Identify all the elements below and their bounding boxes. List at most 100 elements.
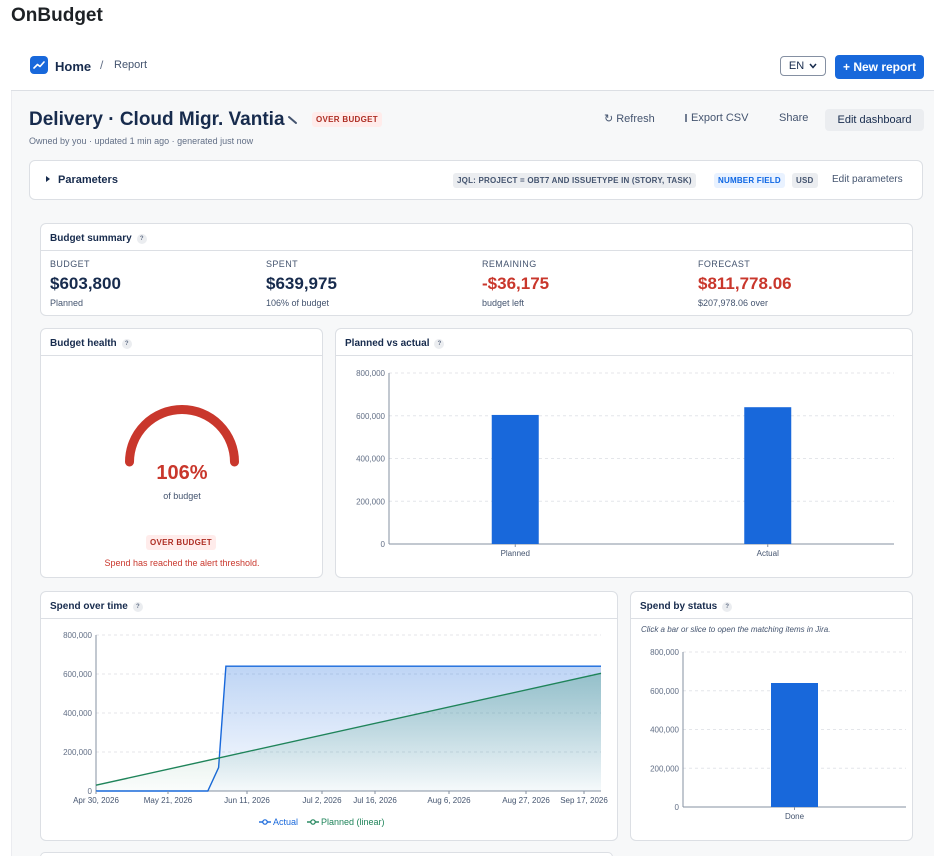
card-header: Spend over time ? bbox=[41, 592, 617, 619]
kpi-value: $639,975 bbox=[266, 274, 337, 293]
kpi-value: $811,778.06 bbox=[698, 274, 792, 293]
spend-over-time-card: Spend over time ? 0 200,000 400,000 600,000… bbox=[40, 591, 618, 841]
share-button[interactable]: Share bbox=[779, 112, 808, 124]
help-icon[interactable]: ? bbox=[434, 338, 445, 349]
y-tick-label: 0 bbox=[88, 787, 93, 796]
language-select[interactable]: EN bbox=[780, 56, 826, 76]
y-tick-label: 0 bbox=[381, 540, 386, 549]
chevron-down-icon bbox=[809, 63, 817, 69]
x-tick-label: May 21, 2026 bbox=[144, 796, 193, 805]
parameters-panel: Parameters JQL: PROJECT = OBT7 AND ISSUE… bbox=[29, 160, 923, 200]
series-area-1 bbox=[96, 673, 601, 791]
y-tick-label: 600,000 bbox=[63, 670, 92, 679]
legend-label: Actual bbox=[273, 817, 298, 827]
y-tick-label: 200,000 bbox=[650, 764, 679, 773]
y-tick-label: 400,000 bbox=[63, 709, 92, 718]
currency-chip: USD bbox=[792, 173, 818, 188]
help-icon[interactable]: ? bbox=[121, 338, 132, 349]
kpi-label: SPENT bbox=[266, 259, 299, 269]
y-tick-label: 600,000 bbox=[356, 412, 385, 421]
status-badge: OVER BUDGET bbox=[312, 112, 382, 127]
dashboard-title: Delivery · Cloud Migr. Vantia bbox=[29, 109, 285, 130]
y-tick-label: 800,000 bbox=[63, 631, 92, 640]
language-value: EN bbox=[788, 60, 805, 72]
kpi-forecast: FORECAST $811,778.06 $207,978.06 over bbox=[698, 259, 792, 308]
card-header: Budget health ? bbox=[41, 329, 322, 356]
new-report-button[interactable]: + New report bbox=[835, 55, 924, 79]
kpi-budget: BUDGET $603,800 Planned bbox=[50, 259, 121, 308]
app-logo-icon[interactable] bbox=[30, 56, 48, 74]
next-card-edge bbox=[40, 852, 613, 856]
planned-vs-actual-card: Planned vs actual ? 0 200,000 400,000 600,0… bbox=[335, 328, 913, 578]
kpi-value: $603,800 bbox=[50, 274, 121, 293]
card-header: Budget summary ? bbox=[41, 224, 912, 251]
help-icon[interactable]: ? bbox=[136, 233, 147, 244]
y-tick-label: 800,000 bbox=[650, 648, 679, 657]
x-tick-label: Apr 30, 2026 bbox=[73, 796, 119, 805]
series-line-1 bbox=[95, 672, 602, 786]
y-tick-label: 200,000 bbox=[356, 497, 385, 506]
card-header: Planned vs actual ? bbox=[336, 329, 912, 356]
app-title: OnBudget bbox=[11, 5, 103, 26]
x-tick-label: Planned bbox=[501, 549, 530, 558]
kpi-value: -$36,175 bbox=[482, 274, 550, 293]
y-tick-label: 400,000 bbox=[650, 726, 679, 735]
card-header: Spend by status ? bbox=[631, 592, 912, 619]
card-title: Planned vs actual bbox=[345, 338, 430, 349]
gauge-caption: of budget bbox=[163, 491, 201, 501]
kpi-label: REMAINING bbox=[482, 259, 537, 269]
share-label: Share bbox=[779, 112, 809, 124]
x-tick-label: Actual bbox=[757, 549, 779, 558]
y-tick-label: 0 bbox=[675, 803, 680, 812]
kpi-sub: budget left bbox=[482, 298, 525, 308]
breadcrumb-home[interactable]: Home bbox=[55, 59, 92, 74]
refresh-button[interactable]: ↻ Refresh bbox=[604, 112, 655, 126]
dashboard-meta: Owned by you · updated 1 min ago · gener… bbox=[29, 136, 254, 146]
x-tick-label: Jun 11, 2026 bbox=[224, 796, 270, 805]
x-tick-label: Done bbox=[785, 812, 805, 821]
bar-actual bbox=[744, 407, 792, 544]
breadcrumb-separator: / bbox=[100, 58, 104, 72]
y-tick-label: 600,000 bbox=[650, 687, 679, 696]
y-tick-label: 400,000 bbox=[356, 455, 385, 464]
jql-chip: JQL: PROJECT = OBT7 AND ISSUETYPE IN (ST… bbox=[453, 173, 696, 188]
chart-hint: Click a bar or slice to open the matchin… bbox=[641, 625, 831, 634]
spend-by-status-card: Spend by status ? Click a bar or slice t… bbox=[630, 591, 913, 841]
x-tick-label: Sep 17, 2026 bbox=[560, 796, 608, 805]
gauge-arc bbox=[125, 405, 239, 467]
caret-right-icon[interactable] bbox=[46, 176, 50, 182]
kpi-sub: Planned bbox=[50, 298, 84, 308]
legend-marker bbox=[262, 819, 268, 825]
parameters-toggle[interactable]: Parameters bbox=[58, 174, 118, 186]
x-tick-label: Aug 27, 2026 bbox=[502, 796, 550, 805]
refresh-icon: ↻ bbox=[604, 113, 614, 125]
help-icon[interactable]: ? bbox=[722, 601, 733, 612]
budget-health-card: Budget health ? 106% of budget OVER BUDG… bbox=[40, 328, 323, 578]
spend-over-time-chart: 0 200,000 400,000 600,000 800,000 Apr 30, 202… bbox=[63, 631, 608, 827]
card-title: Budget health bbox=[50, 338, 117, 349]
bar-done bbox=[771, 683, 818, 807]
legend-marker bbox=[310, 819, 316, 825]
y-tick-label: 200,000 bbox=[63, 748, 92, 757]
breadcrumb-current: Report bbox=[114, 59, 148, 71]
status-badge: OVER BUDGET bbox=[146, 535, 216, 550]
edit-title-pencil-icon[interactable] bbox=[287, 114, 298, 125]
export-csv-button[interactable]: Export CSV bbox=[684, 112, 748, 124]
y-tick-label: 800,000 bbox=[356, 369, 385, 378]
planned-vs-actual-chart: 0 200,000 400,000 600,000 800,000 Planned Actu… bbox=[356, 369, 894, 558]
edit-dashboard-button[interactable]: Edit dashboard bbox=[825, 109, 924, 131]
edit-parameters-button[interactable]: Edit parameters bbox=[832, 174, 903, 185]
card-title: Budget summary bbox=[50, 233, 132, 244]
card-title: Spend over time bbox=[50, 601, 128, 612]
budget-gauge bbox=[125, 405, 239, 467]
budget-summary-card: Budget summary ? BUDGET $603,800 Planned… bbox=[40, 223, 913, 316]
field-chip: NUMBER FIELD bbox=[714, 173, 785, 188]
gauge-percent: 106% bbox=[156, 462, 208, 484]
kpi-sub: $207,978.06 over bbox=[698, 298, 769, 308]
legend-label: Planned (linear) bbox=[321, 817, 385, 827]
export-label: Export CSV bbox=[691, 112, 749, 124]
card-title: Spend by status bbox=[640, 601, 718, 612]
top-navigation: Home / Report EN + New report bbox=[11, 37, 934, 91]
kpi-remaining: REMAINING -$36,175 budget left bbox=[482, 259, 549, 308]
help-icon[interactable]: ? bbox=[132, 601, 143, 612]
